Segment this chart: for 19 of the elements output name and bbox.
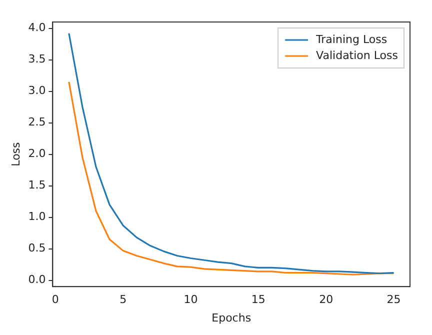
legend-label: Training Loss (315, 32, 388, 46)
x-tick-label: 15 (251, 293, 266, 306)
y-tick-label: 3.5 (28, 52, 46, 66)
x-tick-label: 5 (120, 293, 127, 306)
y-tick-label: 2.0 (28, 147, 46, 160)
legend-label: Validation Loss (316, 48, 398, 62)
x-tick-label: 10 (184, 293, 198, 306)
y-tick-label: 2.5 (28, 116, 46, 129)
y-tick-label: 4.0 (28, 21, 46, 34)
y-tick-label: 0.5 (28, 242, 46, 255)
x-tick-label: 20 (319, 293, 334, 306)
y-tick-label: 0.0 (28, 273, 46, 286)
x-axis-title: Epochs (212, 311, 252, 324)
y-tick-label: 1.0 (28, 210, 46, 224)
y-tick-label: 1.5 (28, 178, 46, 192)
x-tick-label: 0 (52, 293, 59, 306)
y-axis-title: Loss (9, 142, 22, 166)
x-tick-label: 25 (386, 293, 401, 306)
y-tick-label: 3.0 (28, 84, 46, 98)
